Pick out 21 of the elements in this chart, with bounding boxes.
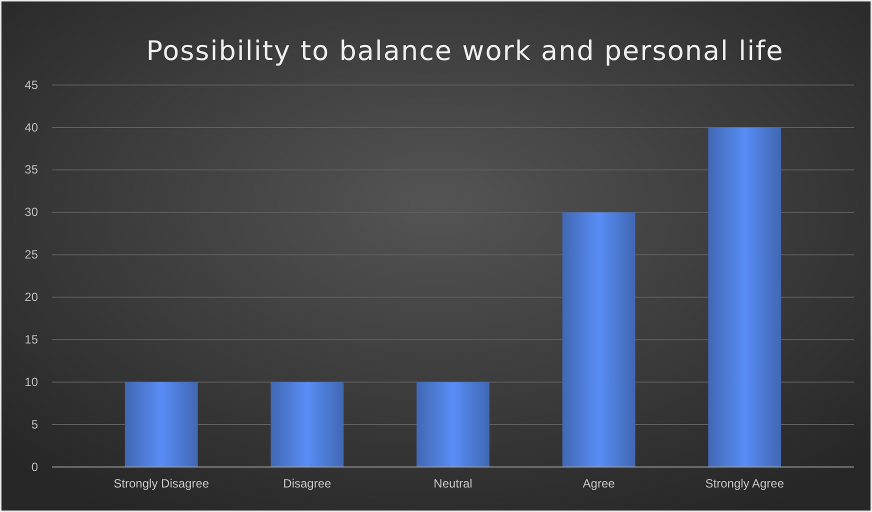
x-tick-label: Strongly Disagree [114, 476, 210, 491]
y-tick-label: 40 [24, 120, 38, 134]
bar [708, 127, 782, 467]
y-tick-label: 25 [24, 248, 38, 262]
y-tick-label: 45 [24, 78, 38, 92]
y-tick-label: 20 [24, 290, 38, 304]
y-tick-label: 15 [24, 332, 38, 347]
bar [124, 382, 198, 467]
x-tick-label: Neutral [434, 476, 472, 491]
x-tick-label: Agree [582, 476, 616, 491]
y-tick-label: 30 [24, 205, 38, 220]
y-tick-label: 0 [31, 460, 38, 474]
y-tick-label: 10 [24, 374, 38, 389]
x-tick-label: Strongly Agree [705, 476, 784, 491]
bar [562, 212, 636, 467]
chart-title: Possibility to balance work and personal life [146, 36, 784, 67]
y-tick-label: 35 [24, 162, 38, 177]
bar [270, 382, 344, 467]
y-tick-label: 5 [31, 417, 38, 432]
bar [416, 382, 490, 467]
x-tick-label: Disagree [283, 476, 332, 491]
